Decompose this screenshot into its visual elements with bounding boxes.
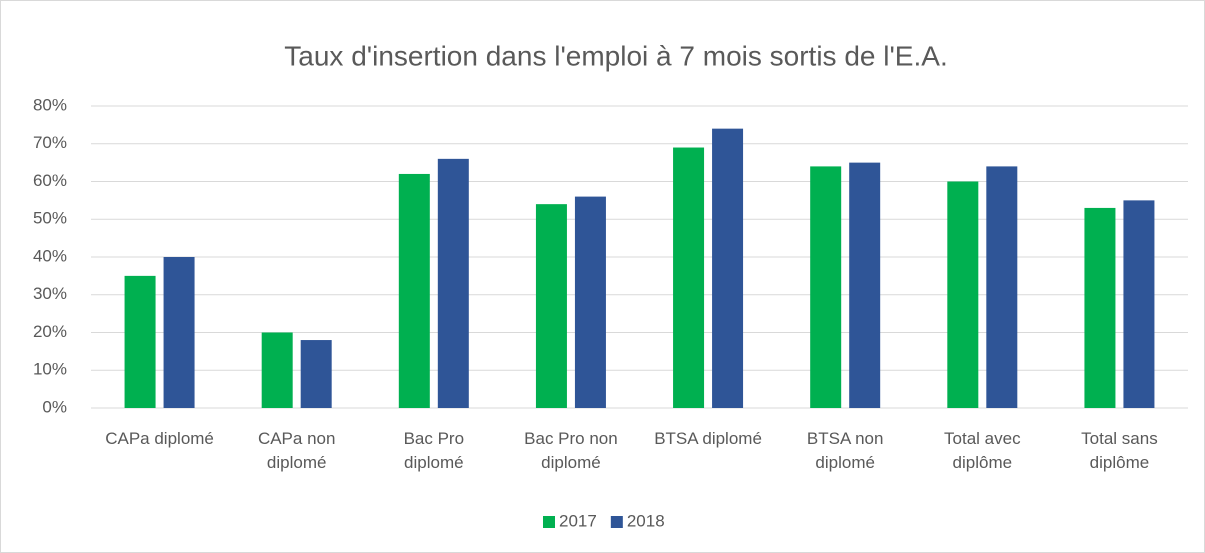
bar [947,181,979,408]
legend-swatch [610,516,623,528]
y-tick-label: 30% [33,284,67,303]
bar [986,166,1018,408]
y-tick-label: 20% [33,322,67,341]
y-tick-label: 70% [33,133,67,152]
y-tick-label: 10% [33,360,67,379]
x-tick-label: BTSA diplomé [654,429,762,448]
chart-title: Taux d'insertion dans l'emploi à 7 mois … [284,40,947,71]
x-tick-label: Total sans diplôme [1081,429,1158,472]
bar [437,158,469,408]
bar [124,275,156,408]
bar [673,147,705,408]
legend-swatch [543,516,555,528]
bar [810,166,842,408]
bar [1084,207,1116,408]
y-tick-label: 50% [33,209,67,228]
bar [849,162,881,408]
y-tick-label: 0% [42,397,67,416]
y-tick-label: 60% [33,171,67,190]
x-tick-label: Bac Pro non diplomé [524,429,618,472]
bar [574,196,606,408]
x-tick-label: CAPa diplomé [105,429,214,448]
y-tick-label: 40% [33,246,67,265]
bar [1123,200,1155,408]
bar [261,332,293,408]
legend-label: 2017 [559,511,597,530]
y-tick-label: 80% [33,95,67,114]
x-tick-label: BTSA non diplomé [806,429,884,472]
bar [300,340,332,408]
legend-label: 2018 [627,511,665,530]
bar [398,173,430,408]
bar [712,128,744,408]
x-tick-label: CAPa non diplomé [257,429,336,472]
x-tick-label: Total avec diplôme [944,429,1021,472]
x-tick-label: Bac Pro diplomé [403,429,465,472]
bar [163,257,195,408]
bar [535,204,567,408]
